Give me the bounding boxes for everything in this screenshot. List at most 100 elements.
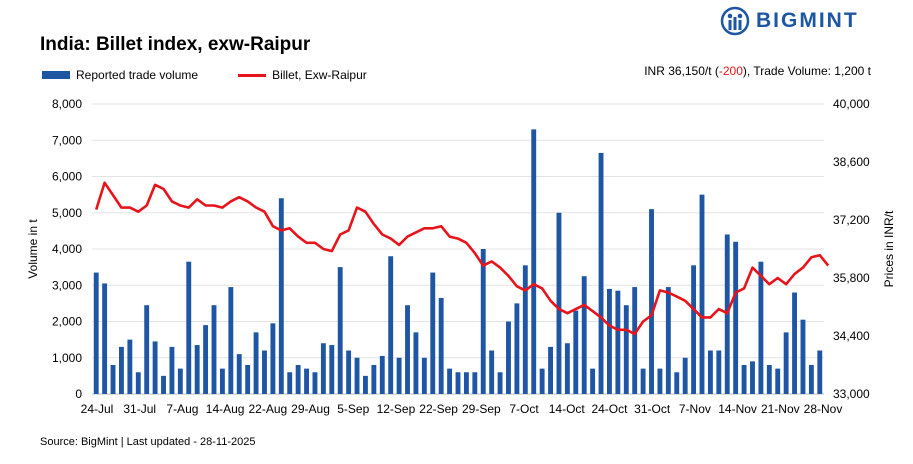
x-tick-label: 21-Nov — [761, 402, 800, 416]
volume-bar — [177, 368, 183, 394]
x-tick-label: 29-Aug — [291, 402, 330, 416]
volume-bar — [337, 267, 343, 394]
volume-bar — [817, 350, 823, 394]
y2-tick-label: 38,600 — [833, 155, 870, 169]
volume-bar — [102, 283, 108, 394]
volume-bar — [93, 272, 99, 394]
volume-bar — [665, 287, 671, 394]
volume-bar — [363, 375, 368, 394]
volume-bar — [682, 357, 688, 394]
y-tick-label: 1,000 — [52, 351, 82, 365]
x-tick-label: 31-Jul — [123, 402, 156, 416]
x-tick-label: 24-Jul — [81, 402, 114, 416]
volume-bar — [169, 346, 175, 394]
y2-axis-label: Prices in INR/t — [882, 210, 896, 287]
volume-bar — [388, 256, 394, 394]
volume-bar — [716, 350, 722, 394]
legend-line-swatch — [238, 73, 267, 77]
volume-bar — [783, 332, 789, 394]
volume-bar — [455, 372, 461, 394]
volume-bar — [438, 297, 444, 394]
y-tick-label: 3,000 — [52, 278, 82, 292]
volume-bar — [800, 319, 806, 394]
x-tick-label: 5-Sep — [337, 402, 369, 416]
y-tick-label: 5,000 — [52, 206, 82, 220]
volume-bar — [110, 365, 116, 394]
legend-bar-swatch — [42, 71, 70, 79]
volume-bar — [295, 365, 301, 394]
volume-bar — [161, 375, 166, 394]
volume-bar — [421, 357, 427, 394]
volume-bar — [539, 368, 545, 394]
x-tick-label: 24-Oct — [591, 402, 628, 416]
volume-bar — [354, 357, 360, 394]
x-tick-label: 22-Aug — [248, 402, 287, 416]
x-tick-label: 14-Aug — [206, 402, 245, 416]
volume-bars — [93, 129, 823, 394]
y2-tick-label: 35,800 — [833, 271, 870, 285]
volume-bar — [203, 325, 209, 394]
chart-title: India: Billet index, exw-Raipur — [40, 34, 311, 55]
volume-bar — [548, 346, 553, 394]
volume-bar — [531, 129, 537, 394]
x-tick-label: 14-Oct — [549, 402, 586, 416]
price-line — [94, 181, 830, 336]
volume-bar — [405, 305, 410, 394]
volume-bar — [564, 343, 570, 394]
volume-bar — [152, 341, 158, 394]
volume-bar — [691, 265, 697, 394]
volume-bar — [127, 339, 133, 394]
brand-logo: BIGMINT — [720, 6, 859, 36]
volume-bar — [640, 368, 646, 394]
y2-tick-label: 33,000 — [833, 387, 870, 401]
x-tick-label: 31-Oct — [634, 402, 671, 416]
volume-bar — [278, 198, 284, 394]
x-tick-label: 29-Sep — [462, 402, 501, 416]
source-note: Source: BigMint | Last updated - 28-11-2… — [40, 436, 256, 448]
volume-bar — [287, 372, 293, 394]
volume-bar — [615, 290, 621, 394]
chart-legend: Reported trade volume Billet, Exw-Raipur — [42, 68, 367, 82]
volume-bar — [463, 372, 469, 394]
price-line-group — [94, 181, 830, 336]
y2-tick-label: 37,200 — [833, 213, 870, 227]
volume-bar — [573, 310, 579, 394]
volume-bar — [211, 305, 217, 394]
x-tick-label: 14-Nov — [718, 402, 757, 416]
volume-bar — [413, 332, 419, 394]
right-axis-ticks: 33,000 34,400 35,800 37,200 38,600 40,000 — [833, 97, 870, 401]
volume-bar — [522, 265, 528, 394]
y-tick-label: 6,000 — [52, 170, 82, 184]
volume-bar — [186, 261, 192, 394]
summary-prefix: INR 36,150/t ( — [644, 64, 719, 78]
y2-tick-label: 40,000 — [833, 97, 870, 111]
volume-bar — [607, 288, 612, 394]
volume-bar — [228, 287, 234, 394]
volume-bar — [304, 368, 309, 394]
volume-bar — [379, 355, 385, 394]
y-tick-label: 8,000 — [52, 97, 82, 111]
volume-bar — [775, 368, 781, 394]
volume-bar — [598, 152, 604, 394]
volume-bar — [707, 350, 713, 394]
volume-bar — [733, 241, 739, 394]
volume-bar — [430, 272, 436, 394]
brand-name: BIGMINT — [756, 9, 859, 32]
summary-suffix: ), Trade Volume: 1,200 t — [742, 64, 871, 78]
volume-bar — [329, 345, 335, 394]
volume-bar — [194, 345, 200, 394]
volume-bar — [657, 368, 663, 394]
x-axis-ticks: 24-Jul 31-Jul 7-Aug 14-Aug 22-Aug 29-Aug 5-Sep… — [81, 402, 843, 416]
volume-bar — [766, 365, 772, 394]
summary-change: -200 — [718, 64, 743, 78]
y-tick-label: 7,000 — [52, 133, 82, 147]
y-tick-label: 0 — [75, 387, 82, 401]
volume-bar — [514, 303, 520, 394]
x-tick-label: 28-Nov — [804, 402, 843, 416]
volume-bar — [741, 365, 747, 394]
price-summary: INR 36,150/t (-200), Trade Volume: 1,200… — [644, 64, 871, 78]
volume-bar — [792, 292, 797, 394]
volume-bar — [262, 350, 267, 394]
volume-bar — [253, 332, 259, 394]
